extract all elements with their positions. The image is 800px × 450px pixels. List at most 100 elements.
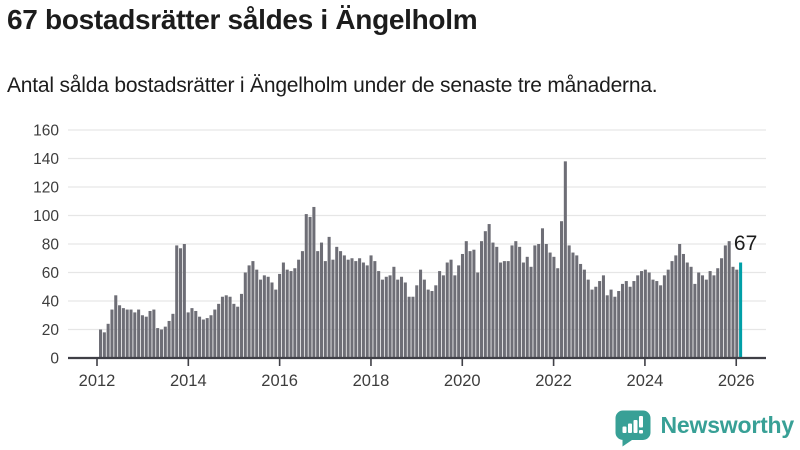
- bar: [438, 271, 442, 358]
- x-axis-label: 2024: [627, 372, 664, 390]
- bar: [495, 246, 499, 358]
- highlighted-bar: [739, 262, 743, 358]
- bar: [323, 261, 327, 358]
- bar: [152, 309, 156, 358]
- bar: [502, 261, 506, 358]
- bar: [548, 252, 552, 358]
- bar: [262, 275, 266, 358]
- bar: [239, 293, 244, 359]
- bar: [319, 242, 324, 358]
- bar: [700, 275, 705, 358]
- newsworthy-logo[interactable]: Newsworthy: [614, 409, 794, 447]
- bar: [186, 312, 190, 358]
- bar: [232, 303, 236, 358]
- bar: [266, 276, 270, 358]
- bar: [281, 262, 285, 358]
- bar: [678, 244, 682, 358]
- bar: [510, 245, 514, 359]
- bar: [674, 255, 678, 358]
- bar: [167, 320, 171, 358]
- bar: [293, 268, 297, 359]
- bar: [175, 245, 179, 359]
- bar: [598, 281, 602, 358]
- y-axis-label: 40: [42, 294, 60, 311]
- bar: [712, 275, 716, 358]
- bar: [251, 261, 255, 358]
- bar: [521, 262, 525, 358]
- bar: [453, 275, 457, 358]
- bar: [304, 214, 308, 358]
- bar: [514, 241, 518, 358]
- bar: [171, 313, 175, 358]
- bar: [114, 295, 118, 358]
- bar: [190, 308, 194, 359]
- bar: [278, 273, 282, 359]
- bar: [426, 289, 430, 358]
- bar: [708, 271, 712, 358]
- bar: [110, 309, 114, 358]
- bar: [350, 258, 354, 358]
- bar: [236, 306, 240, 358]
- bar: [220, 296, 224, 358]
- y-axis-label: 60: [42, 265, 60, 282]
- chart-area: 0 20 40 60 80 100 120 140 160 2012 2014 2016 2018 202…: [0, 115, 800, 415]
- bar: [243, 272, 247, 358]
- bar: [620, 283, 625, 358]
- bar: [228, 296, 232, 358]
- bar: [476, 272, 480, 358]
- bar: [121, 308, 125, 359]
- bar: [274, 289, 278, 358]
- bar: [140, 315, 144, 358]
- bar: [144, 316, 148, 359]
- bar: [659, 285, 663, 358]
- bar: [525, 256, 529, 358]
- bar: [571, 252, 575, 358]
- bar: [217, 303, 221, 358]
- x-axis-label: 2022: [535, 372, 572, 390]
- bar: [300, 251, 304, 359]
- bar: [247, 265, 251, 359]
- bar: [483, 231, 487, 359]
- bar: [540, 228, 545, 358]
- bar: [472, 249, 476, 358]
- bar: [647, 272, 651, 358]
- bar: [133, 312, 137, 358]
- bar: [331, 259, 335, 359]
- bar: [716, 268, 720, 359]
- bar: [556, 268, 560, 359]
- bar: [552, 256, 556, 358]
- bar: [255, 269, 259, 358]
- bar: [605, 295, 609, 358]
- bar: [662, 275, 666, 358]
- y-axis-label: 0: [50, 351, 59, 368]
- bar: [704, 279, 708, 359]
- bar: [434, 285, 438, 358]
- bar: [617, 291, 621, 358]
- bar: [392, 266, 396, 358]
- bar: [342, 255, 346, 358]
- bar: [403, 282, 407, 359]
- bar: [289, 271, 293, 358]
- bar: [727, 241, 731, 358]
- bar: [457, 265, 461, 359]
- bar: [156, 328, 160, 358]
- bar: [537, 244, 541, 358]
- x-axis-label: 2012: [79, 372, 116, 390]
- bar: [563, 161, 567, 358]
- x-axis-label: 2020: [444, 372, 481, 390]
- newsworthy-logo-text: Newsworthy: [660, 411, 795, 438]
- bar: [137, 309, 141, 358]
- bar: [384, 276, 388, 358]
- bar: [651, 279, 655, 359]
- bar: [590, 289, 594, 358]
- bar: [693, 283, 697, 358]
- bar: [209, 315, 213, 358]
- bar: [354, 261, 358, 358]
- bar: [194, 310, 198, 358]
- bar: [125, 309, 129, 358]
- y-axis-label: 20: [42, 322, 60, 339]
- bar: [499, 262, 503, 358]
- bar: [460, 253, 464, 358]
- bar: [369, 255, 373, 358]
- bar: [316, 251, 320, 359]
